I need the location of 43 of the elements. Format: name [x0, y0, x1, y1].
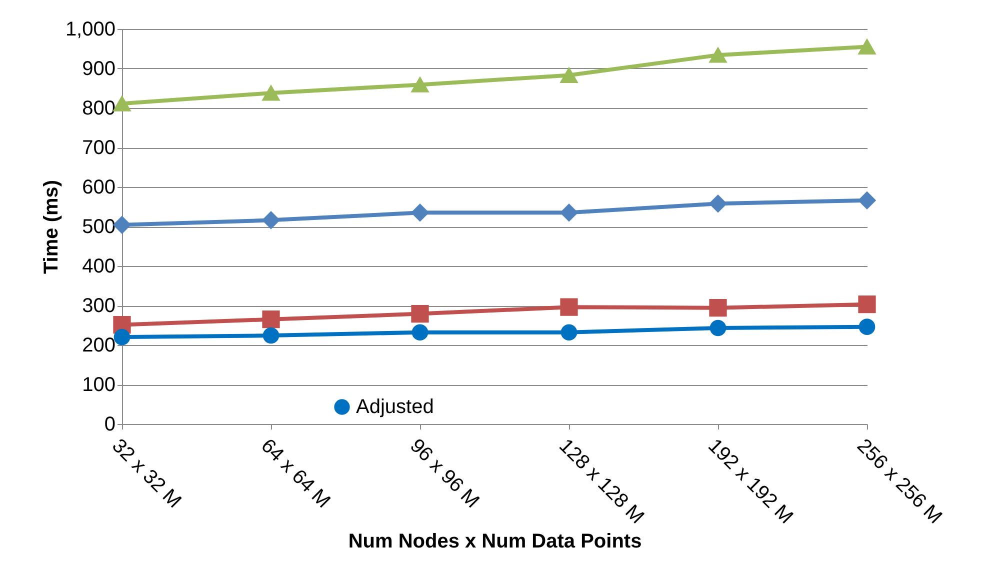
point	[114, 328, 130, 346]
point	[858, 318, 876, 335]
point	[262, 310, 280, 328]
x-axis-title: Num Nodes x Num Data Points	[348, 530, 642, 552]
x-tick-label: 256 x 256 M	[852, 434, 946, 528]
point	[412, 324, 428, 341]
y-axis-title: Time (ms)	[40, 180, 62, 274]
point	[858, 296, 876, 314]
x-tick-label: 64 x 64 M	[256, 434, 334, 512]
y-tick-label: 500	[82, 216, 116, 238]
y-tick-label: 900	[82, 58, 116, 80]
point	[113, 96, 131, 112]
point	[709, 299, 727, 317]
y-tick-label: 800	[82, 98, 116, 120]
x-tick-label: 96 x 96 M	[406, 434, 484, 512]
point	[262, 327, 280, 344]
x-tick-label: 192 x 192 M	[704, 434, 798, 528]
point	[411, 76, 429, 92]
point	[560, 204, 578, 222]
point	[113, 216, 131, 234]
point	[709, 47, 727, 63]
legend-label: Adjusted	[356, 396, 434, 418]
point	[858, 192, 876, 210]
point	[709, 194, 727, 212]
point	[560, 324, 578, 341]
y-tick-label: 700	[82, 137, 116, 159]
point	[262, 211, 280, 229]
x-tick-label: 32 x 32 M	[108, 434, 186, 512]
y-tick-label: 200	[82, 334, 116, 356]
y-tick-label: 600	[82, 176, 116, 198]
y-tick-label: 1,000	[65, 18, 116, 40]
point	[858, 39, 876, 55]
point	[560, 67, 578, 83]
y-tick-label: 300	[82, 295, 116, 317]
y-tick-label: 0	[104, 414, 116, 436]
point	[262, 85, 280, 101]
point	[560, 298, 578, 316]
y-tick-label: 100	[82, 374, 116, 396]
x-tick-label: 128 x 128 M	[554, 434, 648, 528]
y-tick-label: 400	[82, 256, 116, 278]
point	[411, 304, 429, 323]
point	[411, 204, 429, 222]
point	[710, 320, 726, 336]
